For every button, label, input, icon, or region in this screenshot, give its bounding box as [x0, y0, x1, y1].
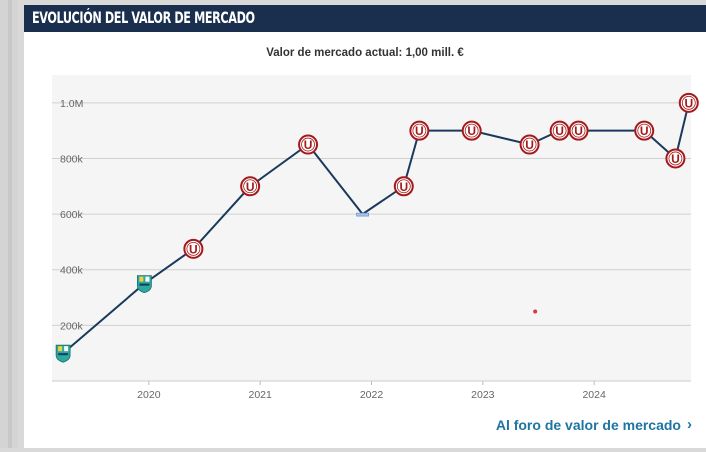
market-value-panel: Evolución del valor de mercado Valor de … [24, 5, 706, 448]
crest-detail [64, 346, 69, 352]
crest-detail [145, 276, 150, 282]
data-point-marker[interactable]: U [298, 134, 319, 155]
crest-letter: U [640, 124, 649, 138]
crest-ring [522, 137, 537, 152]
crest-detail [58, 346, 63, 352]
data-point-marker[interactable]: U [568, 120, 589, 141]
crest-ring [681, 95, 696, 110]
data-point-marker[interactable]: U [240, 176, 261, 197]
crest-letter: U [525, 138, 534, 152]
crest-letter: U [246, 180, 255, 194]
x-tick-label: 2020 [137, 389, 161, 401]
crest-ring [637, 123, 652, 138]
crest-letter: U [684, 96, 693, 110]
crest-detail [58, 353, 69, 356]
crest-ring [396, 179, 411, 194]
left-edge [8, 0, 12, 448]
crest-letter: U [467, 124, 476, 138]
left-margin [0, 0, 18, 448]
grid-lines [52, 102, 691, 326]
y-axis: 200k 400k 600k 800k 1.0M [60, 98, 84, 333]
y-tick-label: 800k [60, 153, 84, 165]
data-point-marker[interactable]: U [549, 120, 570, 141]
x-tick-label: 2024 [582, 389, 606, 401]
y-tick-label: 200k [60, 320, 84, 332]
data-point-marker[interactable] [136, 275, 152, 294]
data-point-marker[interactable]: U [409, 120, 430, 141]
crest-detail [139, 283, 150, 286]
chart-container: 200k 400k 600k 800k 1.0M 2020 2021 2022 2023 202… [24, 5, 706, 448]
forum-link-label: Al foro de valor de mercado [495, 416, 681, 433]
x-axis: 2020 2021 2022 2023 2024 [52, 380, 691, 401]
data-point-marker[interactable] [55, 344, 71, 363]
crest-ring [243, 179, 258, 194]
crest-ring [552, 123, 567, 138]
annotations [533, 309, 538, 314]
data-point-marker[interactable]: U [393, 176, 414, 197]
crest-ring [571, 123, 586, 138]
y-tick-label: 400k [60, 265, 84, 277]
crest-ring [412, 123, 427, 138]
market-value-forum-link[interactable]: Al foro de valor de mercado › [496, 416, 692, 433]
x-tick-label: 2021 [248, 389, 272, 401]
chevron-right-icon: › [687, 416, 692, 433]
data-point-marker[interactable]: U [461, 120, 482, 141]
crest-detail [139, 276, 144, 282]
crest-letter: U [399, 180, 408, 194]
panel-header: Evolución del valor de mercado [24, 5, 706, 32]
crest-ring [186, 241, 201, 256]
data-point-marker[interactable]: U [519, 134, 540, 155]
data-point-marker[interactable]: U [634, 120, 655, 141]
data-point-marker[interactable]: U [665, 148, 686, 169]
crest-ring [301, 137, 315, 152]
data-point-marker[interactable] [356, 212, 369, 217]
club-crest-icon [356, 212, 369, 217]
x-tick-label: 2023 [471, 389, 495, 401]
plot-area [52, 75, 691, 381]
crest-letter: U [555, 124, 564, 138]
annotation-dot [533, 309, 538, 314]
crest-ring [668, 151, 683, 166]
crest-letter: U [671, 152, 680, 166]
crest-letter: U [189, 242, 198, 256]
crest-letter: U [574, 124, 583, 138]
panel-title: Evolución del valor de mercado [32, 8, 255, 27]
chart-title: Valor de mercado actual: 1,00 mill. € [266, 47, 464, 59]
x-tick-label: 2022 [360, 389, 384, 401]
data-point-marker[interactable]: U [678, 92, 699, 113]
crest-letter: U [304, 138, 313, 152]
crest-letter: U [415, 124, 424, 138]
y-tick-label: 1.0M [60, 98, 83, 110]
data-point-marker[interactable]: U [183, 238, 204, 259]
y-tick-label: 600k [60, 209, 84, 221]
crest-ring [464, 123, 479, 138]
